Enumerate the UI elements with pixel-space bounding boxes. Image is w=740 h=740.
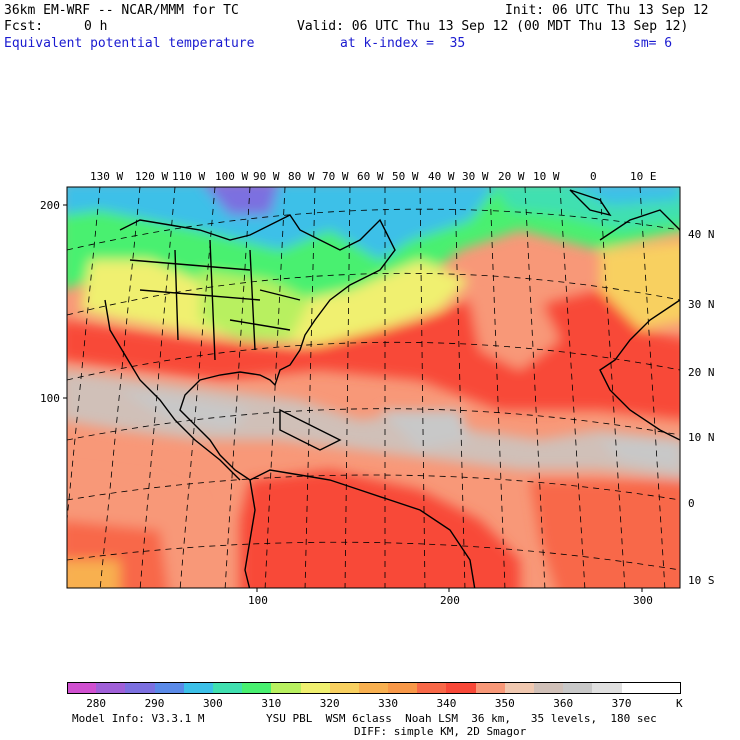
longitude-label: 110 W: [172, 170, 206, 183]
colorbar-swatch: [212, 682, 244, 694]
longitude-label: 20 W: [498, 170, 525, 183]
colorbar-swatch: [271, 682, 302, 694]
smoothing-value: sm= 6: [633, 36, 673, 51]
colorbar-swatch: [329, 682, 360, 694]
grid-tick-left: 200: [40, 199, 60, 212]
colorbar-swatch: [592, 682, 623, 694]
latitude-label: 10 S: [688, 574, 715, 587]
longitude-label: 130 W: [90, 170, 124, 183]
longitude-label: 10 E: [630, 170, 657, 183]
longitude-label: 10 W: [533, 170, 560, 183]
colorbar-swatch: [417, 682, 448, 694]
colorbar-label: 300: [202, 697, 223, 710]
longitude-label: 80 W: [288, 170, 315, 183]
longitude-label: 100 W: [215, 170, 249, 183]
colorbar-label: 340: [436, 697, 457, 710]
valid-time: Valid: 06 UTC Thu 13 Sep 12 (00 MDT Thu …: [297, 19, 689, 34]
latitude-label: 10 N: [688, 431, 715, 444]
colorbar-swatch: [358, 682, 390, 694]
colorbar-swatch: [183, 682, 214, 694]
longitude-label: 30 W: [462, 170, 489, 183]
grid-tick-bottom: 200: [440, 594, 460, 607]
colorbar-label: 350: [494, 697, 515, 710]
grid-tick-bottom: 100: [248, 594, 268, 607]
colorbar-label: 330: [378, 697, 398, 710]
colorbar-swatch: [388, 682, 419, 694]
colorbar-swatch: [475, 682, 506, 694]
colorbar-label: 310: [261, 697, 282, 710]
colorbar-swatch: [154, 682, 185, 694]
latitude-label: 40 N: [688, 228, 715, 241]
colorbar-swatch: [504, 682, 536, 694]
map-frame: [66, 186, 681, 589]
colorbar-swatch: [67, 682, 98, 694]
colorbar-swatch: [300, 682, 331, 694]
colorbar-swatch: [125, 682, 156, 694]
longitude-label: 90 W: [253, 170, 280, 183]
colorbar-swatch: [242, 682, 273, 694]
colorbar-label: 370: [611, 697, 632, 710]
colorbar-unit: K: [676, 697, 683, 710]
latitude-label: 30 N: [688, 298, 715, 311]
init-time: Init: 06 UTC Thu 13 Sep 12: [505, 3, 709, 18]
longitude-label: 120 W: [135, 170, 169, 183]
colorbar-swatch: [96, 682, 127, 694]
colorbar-label: 360: [553, 697, 574, 710]
physics-info: YSU PBL WSM 6class Noah LSM 36 km, 35 le…: [266, 712, 657, 725]
longitude-label: 70 W: [322, 170, 349, 183]
longitude-label: 40 W: [428, 170, 455, 183]
colorbar-swatch: [650, 682, 681, 694]
colorbar-label: 290: [144, 697, 165, 710]
diffusion-info: DIFF: simple KM, 2D Smagor: [354, 725, 527, 738]
latitude-label: 20 N: [688, 366, 715, 379]
colorbar-swatch: [446, 682, 477, 694]
colorbar-swatch: [534, 682, 565, 694]
map-field: [67, 187, 680, 588]
level-index: at k-index = 35: [340, 36, 466, 51]
grid-tick-bottom: 300: [633, 594, 653, 607]
model-info: Model Info: V3.3.1 M: [72, 712, 205, 725]
longitude-label: 0: [590, 170, 597, 183]
forecast-hour: 0 h: [84, 19, 108, 34]
latitude-label: 0: [688, 497, 695, 510]
colorbar-label: 320: [319, 697, 340, 710]
model-title: 36km EM-WRF -- NCAR/MMM for TC: [4, 3, 239, 18]
longitude-label: 60 W: [357, 170, 384, 183]
forecast-label: Fcst:: [4, 19, 44, 34]
colorbar-label: 280: [86, 697, 107, 710]
colorbar-swatch: [621, 682, 652, 694]
field-name: Equivalent potential temperature: [4, 36, 255, 51]
grid-tick-left: 100: [40, 392, 60, 405]
colorbar-swatch: [563, 682, 594, 694]
longitude-label: 50 W: [392, 170, 419, 183]
